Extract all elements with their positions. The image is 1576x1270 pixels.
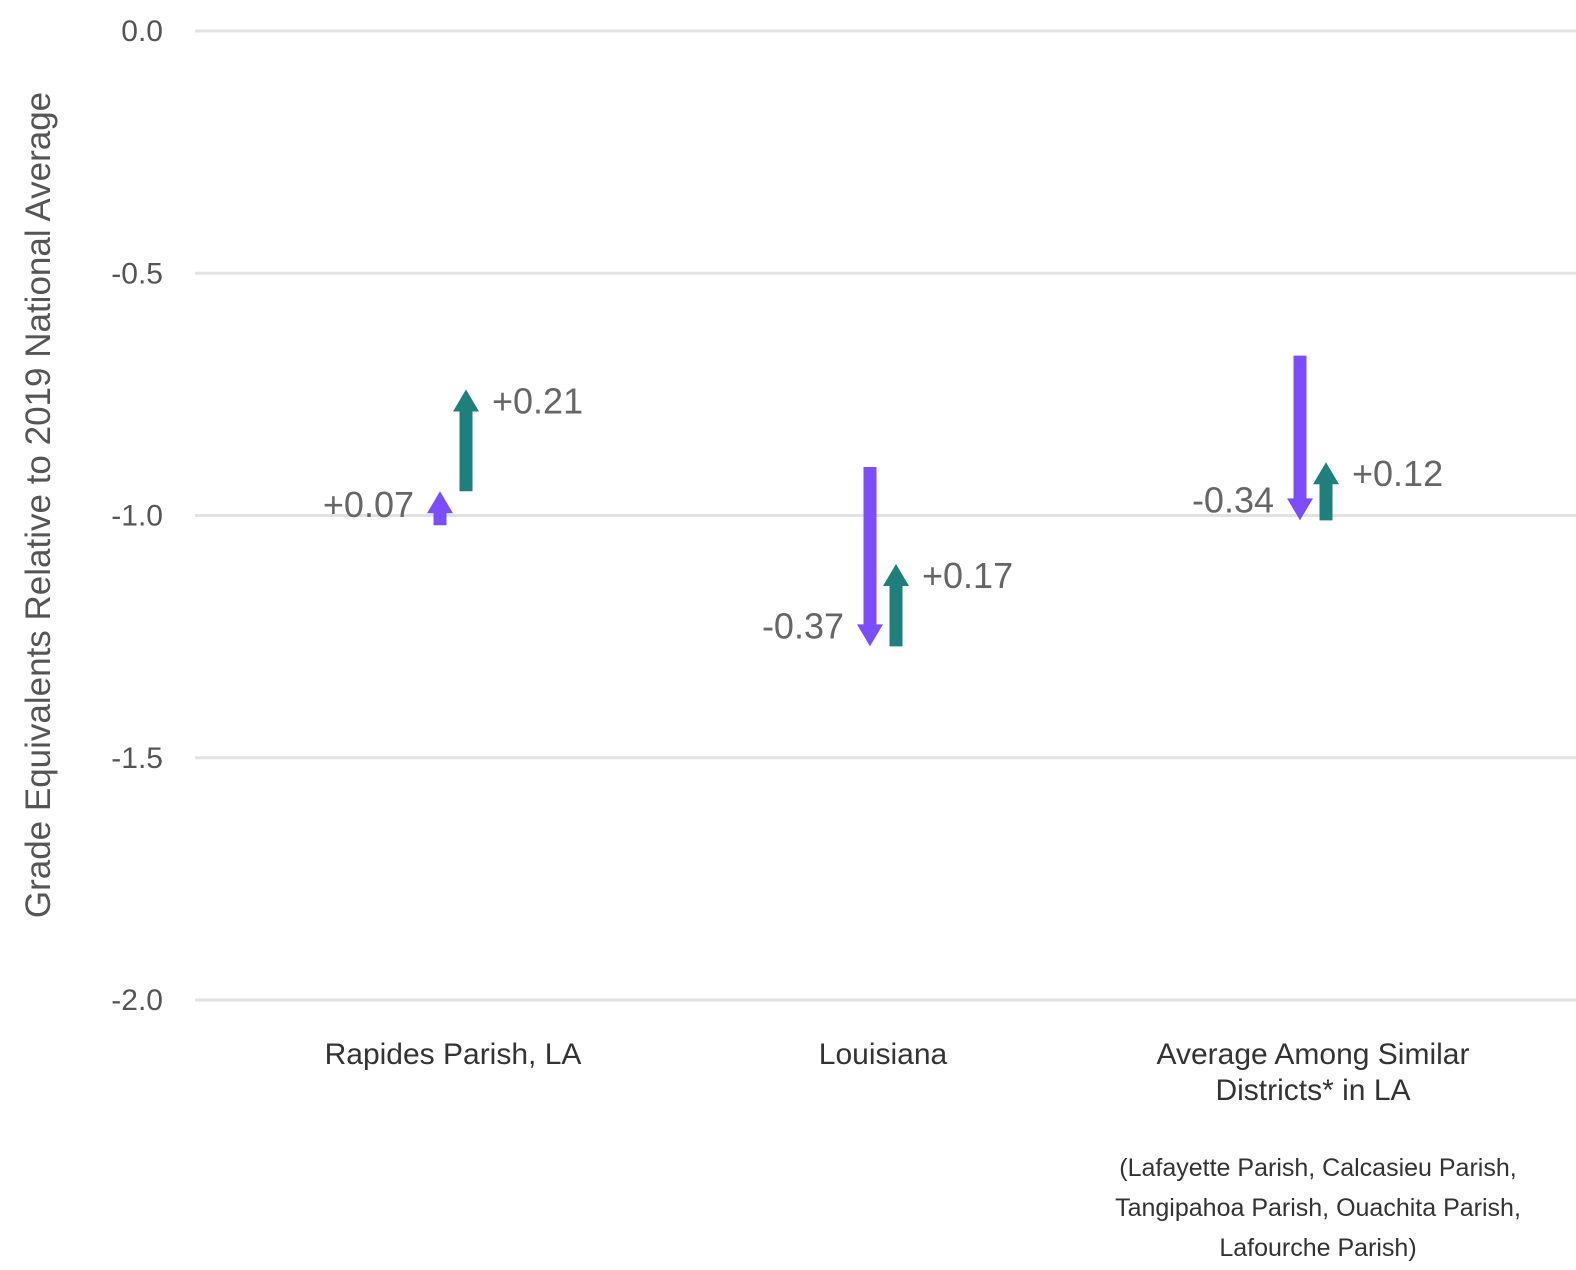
- change-arrow: [883, 563, 909, 647]
- data-label: -0.37: [762, 605, 844, 646]
- y-axis-ticks: 0.0 -0.5 -1.0 -1.5 -2.0: [111, 15, 163, 1017]
- arrows: [427, 355, 1339, 647]
- y-axis-title: Grade Equivalents Relative to 2019 Natio…: [19, 92, 58, 918]
- y-tick-label: -1.0: [111, 500, 163, 533]
- category-label: Average Among Similar: [1157, 1038, 1470, 1071]
- category-label: Rapides Parish, LA: [325, 1038, 582, 1071]
- change-arrow: [427, 491, 453, 526]
- change-arrow: [453, 389, 479, 492]
- data-label: +0.17: [922, 555, 1013, 596]
- category-note: Lafourche Parish): [1219, 1234, 1416, 1262]
- data-labels: +0.07 +0.21 -0.37 +0.17 -0.34 +0.12: [323, 381, 1443, 647]
- y-tick-label: -2.0: [111, 984, 163, 1017]
- data-label: +0.07: [323, 484, 414, 525]
- category-note: Tangipahoa Parish, Ouachita Parish,: [1115, 1194, 1521, 1222]
- data-label: +0.21: [492, 381, 583, 422]
- category-note: (Lafayette Parish, Calcasieu Parish,: [1119, 1154, 1516, 1182]
- category-label: Districts* in LA: [1215, 1074, 1410, 1107]
- change-arrow: [1287, 355, 1313, 521]
- y-tick-label: -0.5: [111, 257, 163, 290]
- category-label: Louisiana: [819, 1038, 948, 1071]
- gridlines: [195, 29, 1576, 1002]
- y-tick-label: 0.0: [121, 15, 163, 48]
- change-arrow: [857, 467, 883, 647]
- data-label: -0.34: [1192, 479, 1274, 520]
- change-arrow: [1313, 462, 1339, 521]
- y-tick-label: -1.5: [111, 742, 163, 775]
- data-label: +0.12: [1352, 453, 1443, 494]
- category-labels: Rapides Parish, LA Louisiana Average Among…: [325, 1038, 1521, 1262]
